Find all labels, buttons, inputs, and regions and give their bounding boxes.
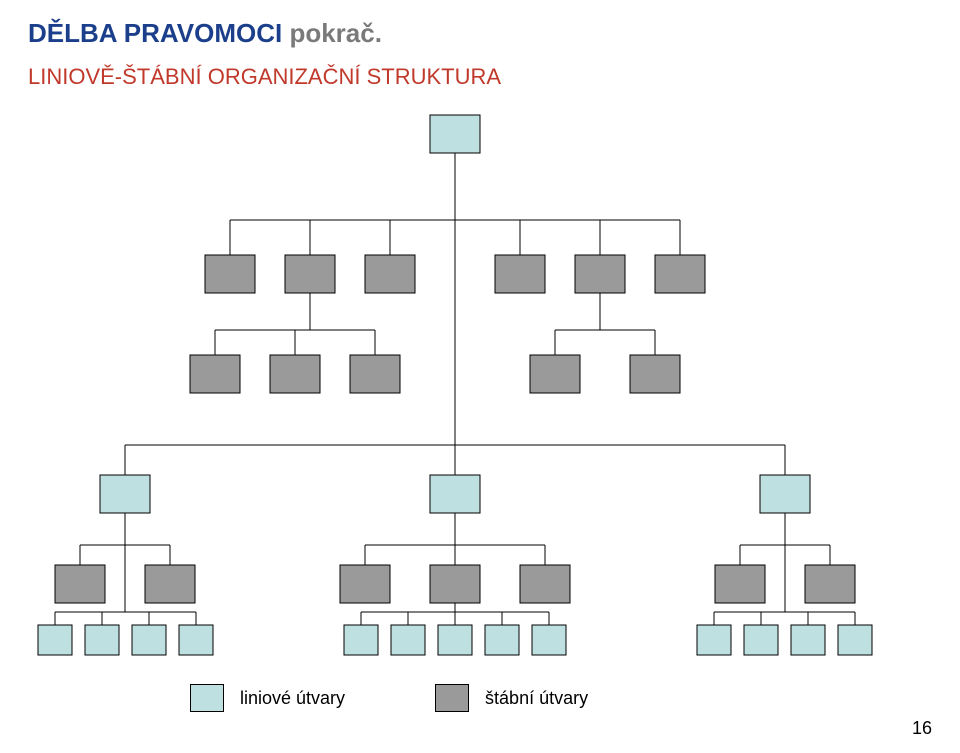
org-node-s2b [430,565,480,603]
org-node-r3a [190,355,240,393]
org-node-r2e [575,255,625,293]
legend-swatch-line [190,684,224,712]
org-node-b1a [38,625,72,655]
org-node-s3a [715,565,765,603]
org-node-b2e [532,625,566,655]
org-node-m3 [760,475,810,513]
page-number: 16 [912,718,932,739]
org-node-r2c [365,255,415,293]
org-node-s1b [145,565,195,603]
legend-item-line: liniové útvary [190,684,345,712]
org-node-b1c [132,625,166,655]
org-node-r3e [630,355,680,393]
legend-label-line: liniové útvary [240,688,345,709]
org-node-top [430,115,480,153]
org-node-r3c [350,355,400,393]
org-node-b3b [744,625,778,655]
org-node-r2b [285,255,335,293]
org-node-m1 [100,475,150,513]
org-node-m2 [430,475,480,513]
org-node-r3b [270,355,320,393]
legend-label-staff: štábní útvary [485,688,588,709]
legend-item-staff: štábní útvary [435,684,588,712]
org-node-s3b [805,565,855,603]
org-node-b3a [697,625,731,655]
legend: liniové útvary štábní útvary [190,684,588,712]
legend-swatch-staff [435,684,469,712]
org-node-b1d [179,625,213,655]
org-chart [0,0,960,753]
org-node-r2f [655,255,705,293]
org-node-s2c [520,565,570,603]
org-node-b1b [85,625,119,655]
org-node-b3d [838,625,872,655]
org-node-r2a [205,255,255,293]
org-node-b2b [391,625,425,655]
org-node-b2a [344,625,378,655]
org-node-b3c [791,625,825,655]
org-node-s1a [55,565,105,603]
org-node-r2d [495,255,545,293]
org-node-s2a [340,565,390,603]
org-node-b2d [485,625,519,655]
org-node-r3d [530,355,580,393]
org-node-b2c [438,625,472,655]
